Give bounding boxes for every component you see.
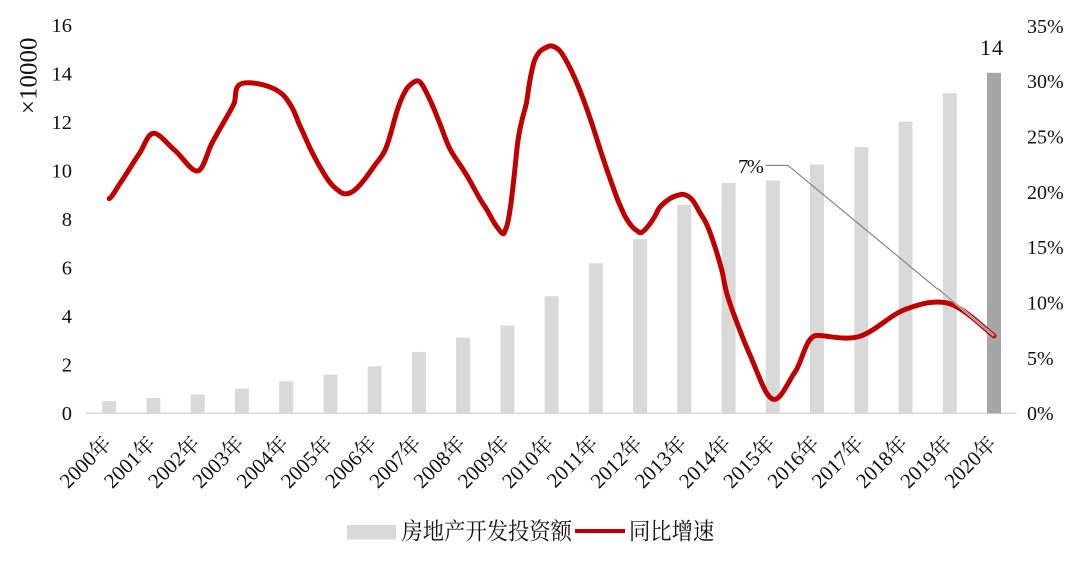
- svg-text:14: 14: [52, 64, 73, 86]
- svg-text:5%: 5%: [1027, 348, 1054, 370]
- svg-text:35%: 35%: [1027, 16, 1064, 38]
- svg-text:12: 12: [52, 112, 73, 134]
- svg-text:25%: 25%: [1027, 127, 1064, 149]
- svg-text:8: 8: [62, 209, 72, 231]
- svg-text:2: 2: [62, 355, 72, 377]
- svg-text:20%: 20%: [1027, 182, 1064, 204]
- svg-text:30%: 30%: [1027, 71, 1064, 93]
- svg-text:×10000: ×10000: [15, 37, 42, 114]
- svg-text:0%: 0%: [1027, 403, 1054, 425]
- svg-text:10: 10: [52, 161, 73, 183]
- svg-text:7%: 7%: [738, 156, 764, 178]
- svg-text:6: 6: [62, 258, 72, 280]
- svg-text:16: 16: [52, 15, 73, 37]
- svg-text:0: 0: [62, 403, 72, 425]
- svg-text:14: 14: [980, 35, 1004, 60]
- svg-text:4: 4: [62, 306, 72, 328]
- svg-text:10%: 10%: [1027, 292, 1064, 314]
- svg-text:15%: 15%: [1027, 237, 1064, 259]
